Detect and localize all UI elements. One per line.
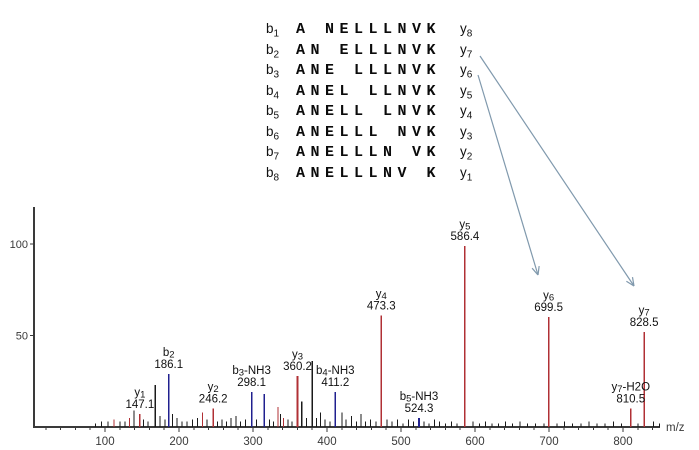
fragment-row: b6 ANELLL NVK y3 — [266, 122, 472, 143]
peptide-sequence: ANELLLN VK — [296, 144, 442, 161]
b-ion-label: b2 — [266, 41, 280, 61]
y-ion-label: y2 — [460, 144, 473, 163]
x-axis-tick-label: 400 — [317, 436, 336, 448]
b-ion-label: b5 — [266, 103, 280, 122]
b-ion-label: b1 — [266, 21, 280, 40]
fragment-row: b7 ANELLLN VK y2 — [266, 142, 472, 163]
x-axis-tick-label: 100 — [95, 436, 114, 448]
peak-mass-label: 147.1 — [125, 399, 154, 411]
y-ion-index: 3 — [466, 131, 473, 143]
peak-ion-label: y5 — [459, 219, 470, 233]
y-ion-label: y8 — [460, 21, 473, 40]
fragment-row: b5 ANELL LNVK y4 — [266, 101, 472, 122]
peak-ion-label: b3-NH3 — [232, 365, 271, 379]
b-ion-label: b4 — [266, 82, 280, 102]
peak-mass-label: 360.2 — [283, 361, 312, 373]
peak-ion-label: y1 — [134, 387, 145, 401]
y-ion-index: 4 — [466, 110, 473, 122]
fragment-ion-table: b1 A NELLLNVK y8 b2 AN ELLLNVK y7 b3 ANE LLLNVK… — [266, 19, 472, 183]
b-ion-index: 2 — [273, 49, 280, 61]
fragment-row: b4 ANEL LLNVK y5 — [266, 81, 472, 102]
y-axis-tick-label: 50 — [16, 331, 28, 343]
b-ion-index: 6 — [273, 131, 280, 143]
x-axis-tick-label: 200 — [169, 436, 188, 448]
fragment-row: b8 ANELLLNV K y1 — [266, 163, 472, 184]
x-axis-tick-label: 800 — [613, 436, 632, 448]
y-ion-label: y3 — [460, 123, 473, 143]
peptide-sequence: ANE LLLNVK — [296, 62, 442, 79]
y-ion-index: 1 — [466, 172, 473, 184]
b-ion-index: 4 — [273, 90, 280, 102]
x-axis-tick-label: 700 — [539, 436, 558, 448]
y-ion-index: 5 — [466, 90, 473, 102]
peak-ion-label: y3 — [292, 349, 303, 363]
peak-mass-label: 810.5 — [616, 394, 645, 406]
peak-mass-label: 246.2 — [199, 394, 228, 406]
y-ion-label: y6 — [460, 62, 473, 81]
y-ion-index: 8 — [466, 28, 473, 40]
peak-mass-label: 186.1 — [154, 359, 183, 371]
peak-ion-label: y7 — [639, 305, 650, 319]
b-ion-index: 8 — [273, 172, 280, 184]
annotation-arrowhead — [531, 267, 539, 276]
b-ion-label: b7 — [266, 144, 280, 163]
y-ion-index: 2 — [466, 151, 473, 163]
fragment-row: b3 ANE LLLNVK y6 — [266, 60, 472, 81]
peak-ion-label: y6 — [543, 290, 554, 304]
fragment-row: b1 A NELLLNVK y8 — [266, 19, 472, 40]
y-ion-index: 7 — [466, 49, 473, 61]
annotation-arrowhead — [626, 280, 635, 287]
peak-ion-label: y2 — [208, 382, 219, 396]
x-axis-title: m/z — [666, 422, 685, 434]
peak-ion-label: b4-NH3 — [316, 365, 355, 379]
annotation-arrowhead — [537, 265, 540, 276]
peak-mass-label: 298.1 — [237, 377, 266, 389]
peak-ion-label: b2 — [163, 347, 175, 361]
y-ion-label: y4 — [460, 103, 473, 122]
b-ion-label: b3 — [266, 62, 280, 81]
fragment-row: b2 AN ELLLNVK y7 — [266, 40, 472, 61]
peptide-sequence: ANELLLNV K — [296, 164, 442, 182]
y-ion-label: y5 — [460, 82, 473, 102]
b-ion-label: b8 — [266, 164, 280, 184]
b-ion-index: 5 — [273, 110, 280, 122]
x-axis-tick-label: 500 — [391, 436, 410, 448]
y-ion-label: y1 — [460, 164, 473, 184]
annotation-arrow — [477, 74, 539, 276]
x-axis-tick-label: 300 — [243, 436, 262, 448]
peak-mass-label: 524.3 — [405, 403, 434, 415]
peak-mass-label: 473.3 — [367, 300, 396, 312]
peak-ion-label: b5-NH3 — [400, 391, 439, 405]
peak-mass-label: 411.2 — [321, 377, 349, 389]
peak-ion-label: y7-H2O — [612, 382, 651, 396]
y-axis-tick-label: 100 — [10, 239, 28, 251]
peptide-sequence: ANELL LNVK — [296, 103, 442, 120]
b-ion-index: 7 — [273, 151, 280, 163]
peptide-sequence: ANELLL NVK — [296, 123, 442, 141]
peptide-sequence: ANEL LLNVK — [296, 82, 442, 100]
y-ion-label: y7 — [460, 41, 473, 61]
peak-ion-label: y4 — [376, 288, 387, 302]
b-ion-label: b6 — [266, 123, 280, 143]
peak-mass-label: 586.4 — [451, 231, 480, 243]
y-ion-index: 6 — [466, 69, 473, 81]
peptide-sequence: AN ELLLNVK — [296, 41, 442, 59]
annotation-arrowhead — [631, 277, 635, 287]
x-axis-tick-label: 600 — [465, 436, 484, 448]
b-ion-index: 1 — [273, 28, 280, 40]
peak-mass-label: 699.5 — [534, 302, 563, 314]
b-ion-index: 3 — [273, 69, 280, 81]
annotation-arrow — [479, 55, 635, 287]
peptide-sequence: A NELLLNVK — [296, 21, 442, 38]
peak-mass-label: 828.5 — [630, 317, 659, 329]
